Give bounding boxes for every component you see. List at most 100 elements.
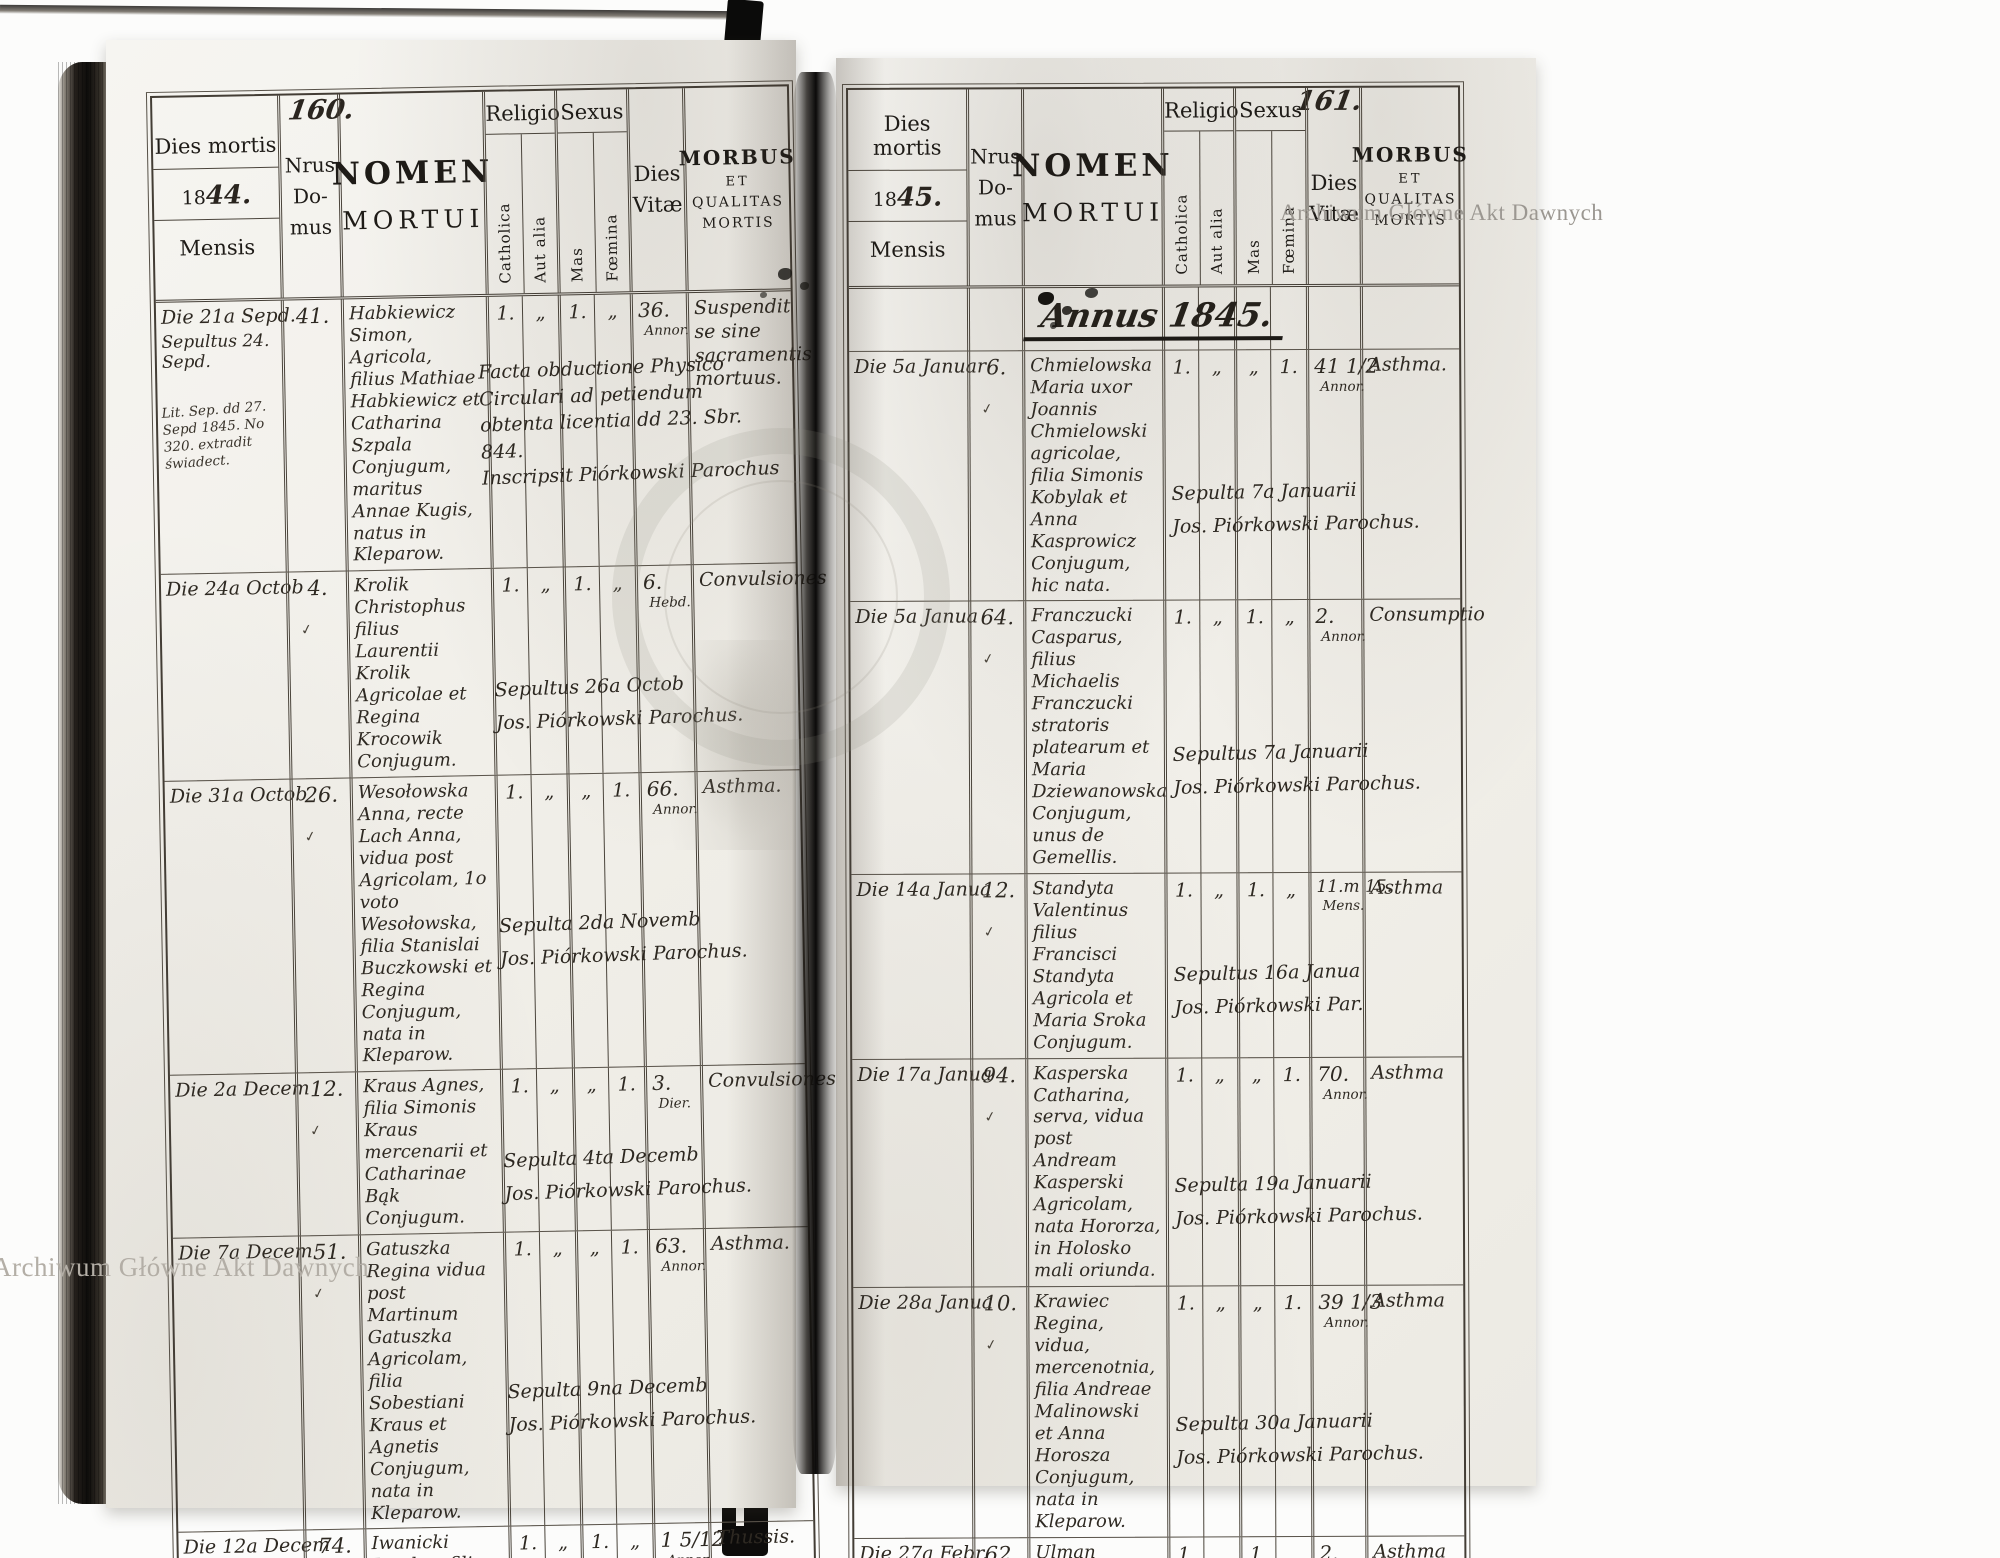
house-number-cell: 74.✓ — [303, 1529, 367, 1558]
aut-alia-mark: „ — [544, 780, 555, 803]
foemina-cell: 1. — [610, 1230, 653, 1525]
dies-mortis-cell: Die 2a Decem — [170, 1074, 310, 1238]
catholica-mark: 1. — [1176, 1292, 1195, 1315]
house-number-cell: 41. — [280, 299, 346, 573]
catholica-mark: 1. — [1177, 1543, 1197, 1558]
dies-vitae-header: Dies Vitæ — [625, 88, 686, 292]
mas-mark: 1. — [573, 573, 592, 596]
book-edge-left — [58, 62, 112, 1504]
house-number-cell: 12. ✓ — [294, 1072, 358, 1236]
binding-shadow — [792, 72, 838, 1474]
age-unit: Annor. — [1320, 378, 1365, 395]
nomen-label: NOMEN — [331, 153, 494, 193]
catholica-cell: 1. — [1167, 1537, 1205, 1558]
deceased-name: Kasperska Catharina, serva, vidua post A… — [1033, 1062, 1161, 1282]
foemina-mark: 1. — [1283, 1292, 1302, 1315]
cause-of-death: Suspendit se sine sacramentis mortuus. — [693, 295, 813, 391]
deceased-name: Krawiec Regina, vidua, mercenotnia, fili… — [1034, 1290, 1156, 1532]
dies-mortis-cell: Die 12a Decem — [178, 1531, 331, 1558]
foemina-cell: „ — [1275, 1536, 1313, 1558]
deceased-name: Franczucki Casparus, filius Michaelis Fr… — [1031, 605, 1168, 869]
house-number-cell: 94. ✓ — [970, 1058, 1027, 1287]
archive-eagle-watermark — [668, 640, 818, 850]
deceased-name: Krolik Christophus filius Laurentii Krol… — [353, 574, 467, 773]
dies-vitae-header: Dies Vitæ — [1305, 87, 1360, 284]
qualitas-label: QUALITAS — [691, 193, 785, 211]
register-row: Die 2a Decem 12. ✓ Kraus Agnes, filia Sim… — [169, 1063, 842, 1238]
burial-note-line: Jos. Piórkowski Parochus. — [499, 939, 748, 971]
burial-note: Sepulta 19a Januarii Jos. Piórkowski Par… — [1174, 1164, 1447, 1236]
burial-note-line: Sepulta 2da Novemb — [498, 908, 701, 938]
mas-mark: „ — [1251, 1063, 1262, 1086]
year-label: 1845. — [848, 170, 967, 222]
aut-alia-mark: „ — [535, 301, 546, 324]
ink-stain — [1085, 288, 1098, 298]
aut-alia-mark: „ — [1214, 879, 1224, 902]
do-label: Do- — [977, 174, 1013, 199]
dies-vitae-cell: 1 5/12Annor. — [652, 1523, 725, 1558]
house-number: 41. — [295, 303, 330, 329]
nrus-domus-header: Nrus Do- mus — [966, 89, 1022, 286]
house-number: 4. — [307, 576, 328, 601]
cause-of-death: Thussis. — [716, 1525, 796, 1550]
burial-note-line: Sepulta 7a Januarii — [1171, 478, 1357, 505]
deceased-name: Standyta Valentinus filius Francisci Sta… — [1032, 877, 1147, 1053]
catholica-label: Catholica — [495, 202, 515, 284]
age-unit: Annor. — [644, 322, 690, 339]
catholica-mark: 1. — [510, 1075, 529, 1098]
annus-heading-row: Annus 1845. — [849, 286, 1460, 351]
aut-alia-mark: „ — [1211, 356, 1222, 379]
nomen-cell: Chmielowska Maria uxor Joannis Chmielows… — [1022, 350, 1164, 601]
foemina-mark: „ — [1288, 1542, 1299, 1558]
cause-of-death: Asthma — [1370, 876, 1444, 899]
nomen-cell: Gatuszka Regina vidua post Martinum Gatu… — [357, 1232, 509, 1529]
foemina-mark: 1. — [1282, 1063, 1301, 1086]
deceased-name: Ulman Franciscus filius Joannis Ulman se… — [1035, 1541, 1096, 1558]
burial-note-line: Jos. Piórkowski Parochus. — [1171, 510, 1420, 538]
nomen-cell: Franczucki Casparus, filius Michaelis Fr… — [1023, 601, 1168, 874]
dies-mortis-label: Dies mortis — [848, 97, 967, 171]
foemina-mark: „ — [1286, 878, 1296, 902]
year-label: 1844. — [153, 167, 280, 221]
check-mark: ✓ — [303, 828, 318, 847]
sexus-header: Sexus Mas Fœmina — [1233, 87, 1306, 285]
death-date: Die 5a Januar — [854, 355, 987, 378]
dies-mortis-cell: Die 24a Octob — [161, 573, 304, 781]
foemina-mark: „ — [607, 300, 618, 323]
check-mark: ✓ — [982, 923, 997, 942]
mas-mark: 1. — [590, 1531, 610, 1554]
age-value: 2. — [1319, 1540, 1339, 1558]
mortis-label: MORTIS — [701, 214, 775, 232]
catholica-cell: 1. — [1163, 600, 1201, 873]
register-row: Die 17a Janua 94. ✓ Kasperska Catharina, … — [852, 1055, 1464, 1288]
death-date: Die 14a Janua — [856, 878, 992, 901]
check-mark: ✓ — [983, 1108, 998, 1126]
et-label: ET — [725, 174, 750, 190]
catholica-cell: 1. — [508, 1526, 548, 1558]
page-number: 160. — [285, 94, 357, 127]
death-date: Die 12a Decem — [183, 1534, 331, 1558]
age-value: 70. — [1317, 1061, 1350, 1086]
foemina-mark: 1. — [612, 779, 631, 802]
house-number: 94. — [982, 1062, 1017, 1087]
death-date: Die 24a Octob — [165, 576, 304, 602]
cause-of-death: Asthma. — [1368, 353, 1447, 376]
mas-cell: 1. — [580, 1525, 620, 1558]
cause-of-death: Asthma. — [710, 1231, 791, 1255]
aut-alia-mark: „ — [549, 1075, 560, 1098]
mas-cell: 1. — [1239, 1536, 1277, 1558]
register-table-right: 161. Dies mortis 1845. Mensis Nrus Do- m… — [841, 81, 1485, 1558]
age-unit: Dier. — [658, 1095, 692, 1113]
dies-mortis-cell: Die 28a Janua — [853, 1288, 993, 1538]
catholica-cell: 1. — [499, 1069, 539, 1232]
burial-note-line: Sepulta 19a Januarii — [1174, 1170, 1372, 1197]
deceased-name: Iwanicki Jacobus filius Francisci Iwanic… — [371, 1532, 493, 1558]
et-label: ET — [1398, 171, 1423, 187]
left-page: 160. Dies mortis 1844. Mensis Nrus Do- m… — [106, 40, 842, 1558]
aut-alia-mark: „ — [540, 574, 551, 597]
mas-cell: 1. — [557, 294, 599, 567]
check-mark: ✓ — [981, 650, 996, 669]
nomen-cell: Krolik Christophus filius Laurentii Krol… — [345, 569, 495, 778]
ink-stain — [1038, 292, 1054, 305]
